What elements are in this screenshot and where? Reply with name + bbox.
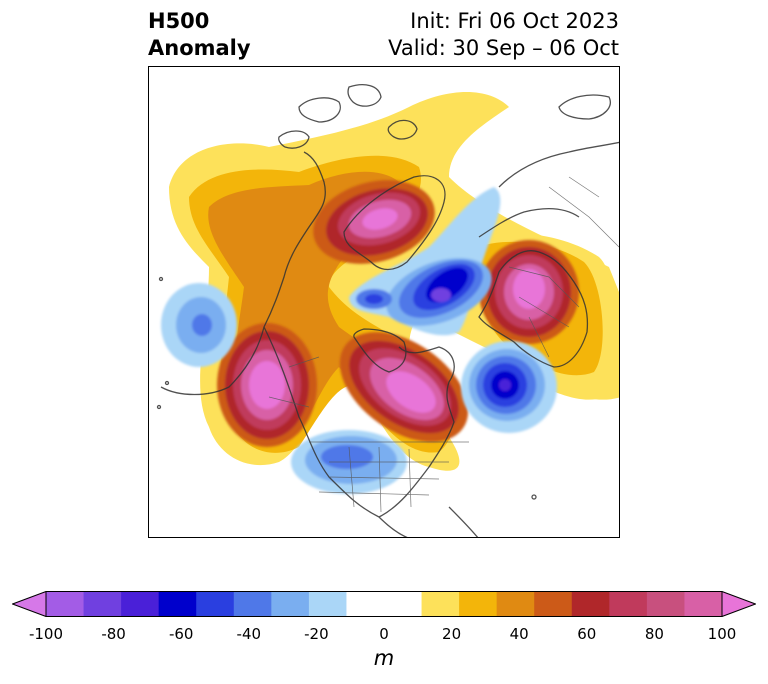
anomaly-map-svg: [156, 84, 619, 537]
init-date: Init: Fri 06 Oct 2023: [410, 9, 619, 33]
anomaly-map: [148, 66, 620, 538]
colorbar-bin: [571, 591, 610, 617]
low-atlantic-6: [499, 379, 511, 391]
colorbar-bin: [46, 591, 85, 617]
colorbar-bin: [384, 591, 423, 617]
colorbar-arrow-right: [721, 591, 756, 617]
low-polar-6: [431, 288, 451, 302]
colorbar-bin: [233, 591, 272, 617]
title-line-2: Anomaly: [148, 36, 251, 60]
colorbar-bin: [83, 591, 122, 617]
high-greenland-5: [362, 208, 398, 230]
colorbar-extend-low: [12, 591, 46, 617]
colorbar-tick-label: -40: [236, 625, 262, 643]
high-east-5: [513, 269, 545, 309]
high-canada-5: [386, 371, 436, 413]
positive-anomaly-cores: [217, 180, 579, 447]
valid-range: Valid: 30 Sep – 06 Oct: [388, 36, 619, 60]
colorbar-bin: [496, 591, 535, 617]
colorbar-tick-label: -80: [101, 625, 126, 643]
colorbar-bin: [121, 591, 160, 617]
map-dates: Init: Fri 06 Oct 2023 Valid: 30 Sep – 06…: [388, 8, 619, 62]
colorbar-frame: [45, 591, 723, 617]
colorbar-tick-label: 20: [442, 625, 462, 643]
colorbar-tick-label: -20: [304, 625, 329, 643]
colorbar-bin: [308, 591, 347, 617]
colorbar-bin: [646, 591, 685, 617]
colorbar-tick-label: 100: [707, 625, 737, 643]
colorbar: [12, 591, 756, 617]
title-line-1: H500: [148, 9, 210, 33]
colorbar-bin: [158, 591, 197, 617]
colorbar-bin: [271, 591, 310, 617]
colorbar-arrow-left: [12, 591, 47, 617]
colorbar-tick-label: 0: [379, 625, 389, 643]
colorbar-bin: [346, 591, 385, 617]
low-polar-8: [365, 294, 383, 304]
low-usa-3: [321, 445, 373, 469]
colorbar-tick-label: -100: [28, 625, 64, 643]
colorbar-bin: [534, 591, 573, 617]
colorbar-bin: [459, 591, 498, 617]
colorbar-segments: [12, 591, 756, 617]
colorbar-bin: [684, 591, 723, 617]
coastlines: [156, 84, 619, 537]
map-title: H500 Anomaly: [148, 8, 251, 62]
colorbar-tick-label: 60: [577, 625, 597, 643]
colorbar-unit: m: [373, 646, 395, 670]
high-west-5: [249, 361, 285, 409]
colorbar-extend-high: [722, 591, 756, 617]
negative-anomaly-cores: [161, 187, 557, 494]
colorbar-bin: [609, 591, 648, 617]
colorbar-tick-label: 40: [509, 625, 529, 643]
borders: [268, 176, 619, 513]
colorbar-tick-label: -60: [168, 625, 194, 643]
colorbar-bin: [196, 591, 235, 617]
low-pacific-3: [192, 314, 212, 336]
colorbar-tick-label: 80: [644, 625, 664, 643]
colorbar-bin: [421, 591, 460, 617]
